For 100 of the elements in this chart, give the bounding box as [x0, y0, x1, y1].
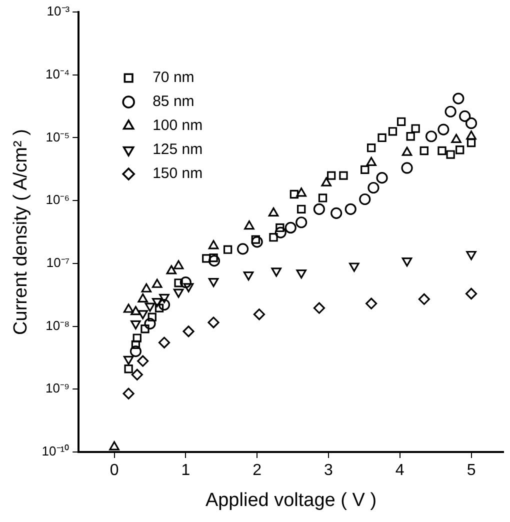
x-tick-label: 3 [324, 462, 334, 480]
point [438, 146, 446, 156]
point [123, 356, 134, 365]
point [459, 110, 471, 122]
point [366, 144, 376, 152]
point [296, 216, 308, 228]
point [141, 283, 152, 292]
y-tick-label: 10⁻¹⁰ [42, 444, 70, 459]
point [123, 304, 134, 313]
point [244, 220, 254, 230]
point [290, 190, 299, 199]
y-tick-label: 10⁻⁶ [46, 192, 70, 208]
point [466, 130, 476, 140]
point [411, 124, 420, 133]
point [401, 162, 413, 174]
point [159, 294, 170, 304]
point [366, 156, 376, 166]
point [438, 124, 450, 136]
point [251, 235, 260, 244]
point [318, 194, 328, 202]
y-tick-label: 10⁻⁹ [46, 380, 70, 396]
point [360, 165, 370, 174]
point [208, 278, 219, 288]
y-tick-label: 10⁻⁵ [46, 129, 70, 144]
point [466, 250, 476, 260]
point [158, 336, 170, 348]
point [251, 236, 263, 248]
point [276, 223, 284, 232]
point [132, 334, 142, 342]
point [208, 255, 220, 267]
x-tick-label: 4 [395, 462, 404, 480]
point [122, 388, 134, 400]
point [284, 222, 296, 234]
y-tick-label: 10⁻⁴ [46, 66, 70, 82]
point [138, 310, 148, 320]
point [396, 117, 406, 126]
y-tick-label: 10⁻⁷ [46, 255, 70, 270]
point [131, 368, 143, 380]
x-tick-label: 0 [110, 462, 119, 480]
point [271, 268, 282, 277]
point [158, 298, 170, 311]
point [124, 364, 133, 374]
y-tick-label: 10⁻⁸ [46, 318, 70, 333]
point [152, 278, 162, 288]
point [180, 276, 192, 288]
legend-label: 85 nm [152, 93, 194, 110]
point [344, 203, 356, 215]
point [144, 302, 156, 312]
point [173, 288, 184, 298]
point [402, 146, 412, 156]
point [446, 150, 455, 159]
point [130, 306, 141, 316]
point [327, 171, 336, 180]
point [452, 92, 464, 104]
point [208, 240, 219, 250]
point [223, 245, 232, 254]
legend-label: 150 nm [152, 165, 203, 182]
point [465, 117, 478, 130]
point [296, 188, 306, 197]
point [349, 262, 360, 272]
point [182, 326, 194, 338]
point [425, 130, 438, 142]
point [359, 193, 371, 206]
point [154, 304, 164, 312]
point [237, 243, 249, 255]
legend-label: 100 nm [152, 117, 203, 134]
point [253, 308, 266, 320]
x-tick-label: 2 [252, 462, 262, 480]
point [388, 127, 398, 136]
point [269, 233, 278, 242]
point [209, 253, 218, 262]
point [321, 177, 332, 186]
point [376, 172, 388, 184]
point [268, 207, 279, 216]
point [144, 318, 156, 330]
point [406, 132, 415, 141]
point [296, 269, 306, 279]
point [183, 283, 194, 292]
point [444, 106, 456, 118]
x-tick-label: 5 [466, 462, 476, 480]
point [366, 298, 378, 310]
point [202, 254, 211, 263]
point [297, 204, 306, 214]
point [368, 182, 380, 194]
point [140, 324, 150, 334]
point [339, 171, 348, 180]
x-axis-title: Applied voltage ( V ) [205, 490, 377, 511]
point [174, 278, 183, 288]
point [465, 288, 478, 300]
x-tick-label: 1 [181, 462, 190, 480]
point [402, 258, 412, 267]
point [131, 340, 140, 350]
point [418, 293, 430, 305]
legend-label: 70 nm [152, 69, 194, 86]
point [378, 133, 386, 142]
point [130, 320, 141, 330]
point [152, 298, 162, 308]
legend-label: 125 nm [152, 141, 203, 158]
point [137, 355, 149, 367]
point [130, 346, 142, 358]
